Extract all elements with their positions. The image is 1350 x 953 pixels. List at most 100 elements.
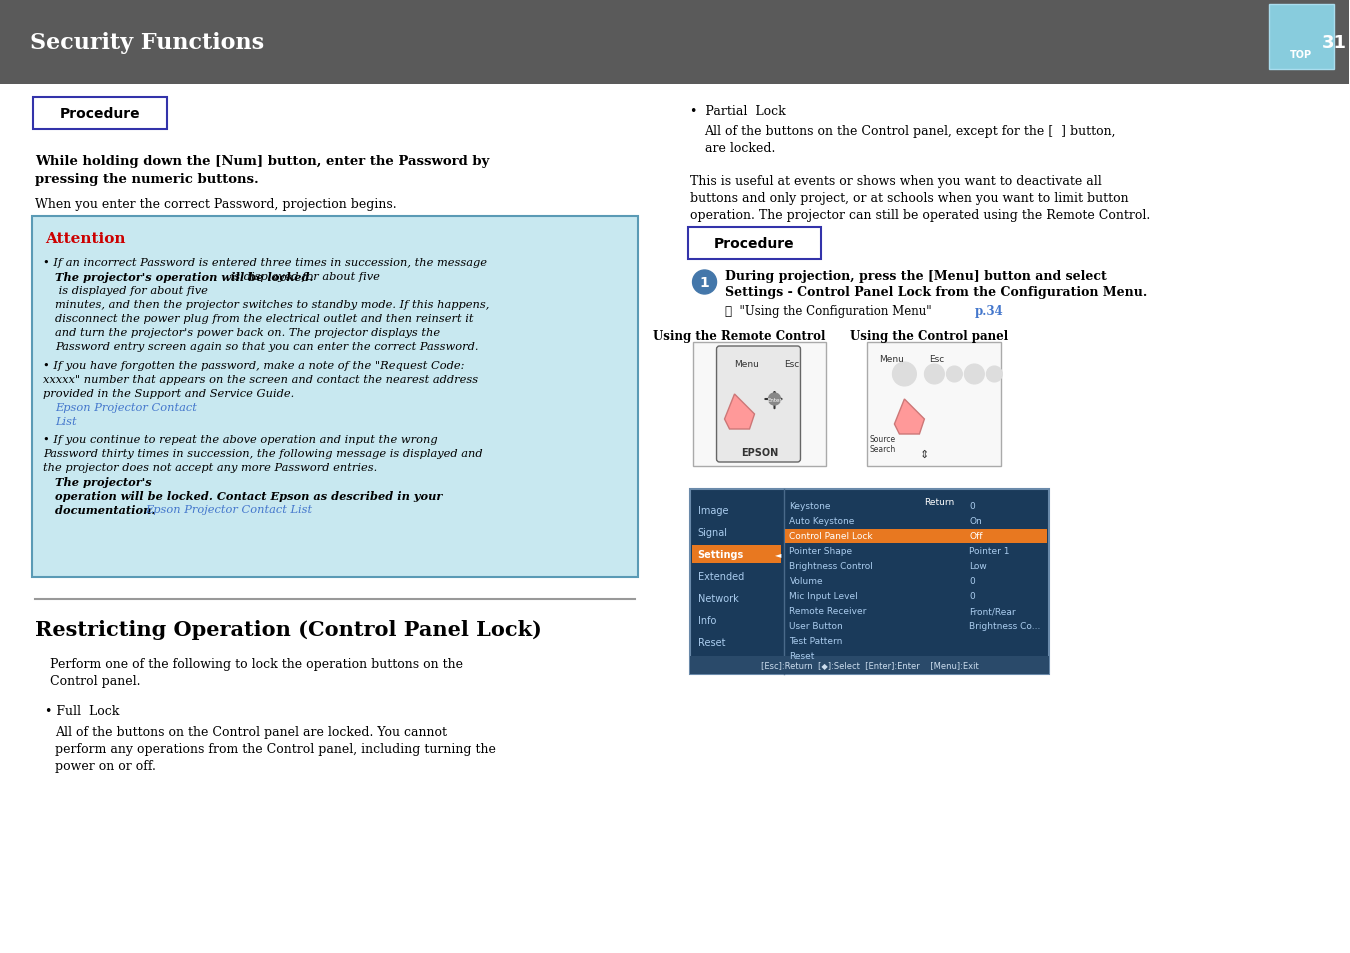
Text: ◄: ◄ — [775, 550, 782, 558]
Text: and turn the projector's power back on. The projector displays the: and turn the projector's power back on. … — [55, 328, 440, 337]
Text: provided in the Support and Service Guide.: provided in the Support and Service Guid… — [43, 389, 301, 398]
Text: Info: Info — [698, 616, 716, 625]
Text: Perform one of the following to lock the operation buttons on the: Perform one of the following to lock the… — [50, 658, 463, 670]
Text: This is useful at events or shows when you want to deactivate all: This is useful at events or shows when y… — [690, 174, 1102, 188]
Text: 0: 0 — [969, 502, 975, 511]
Text: Password entry screen again so that you can enter the correct Password.: Password entry screen again so that you … — [55, 341, 478, 352]
Text: Test Pattern: Test Pattern — [790, 637, 842, 646]
FancyBboxPatch shape — [32, 216, 637, 578]
Text: Auto Keystone: Auto Keystone — [790, 517, 855, 526]
Text: are locked.: are locked. — [705, 142, 775, 154]
Text: Control panel.: Control panel. — [50, 675, 140, 687]
Text: documentation.: documentation. — [55, 504, 163, 516]
Text: buttons and only project, or at schools when you want to limit button: buttons and only project, or at schools … — [690, 192, 1129, 205]
Text: power on or off.: power on or off. — [55, 760, 155, 772]
Text: Remote Receiver: Remote Receiver — [790, 607, 867, 616]
Circle shape — [964, 365, 984, 385]
Text: Image: Image — [698, 505, 728, 516]
FancyBboxPatch shape — [693, 343, 826, 467]
Text: pressing the numeric buttons.: pressing the numeric buttons. — [35, 172, 259, 186]
Text: User Button: User Button — [790, 622, 844, 631]
Polygon shape — [895, 399, 925, 435]
Text: disconnect the power plug from the electrical outlet and then reinsert it: disconnect the power plug from the elect… — [55, 314, 474, 324]
Text: Menu: Menu — [879, 355, 904, 364]
Text: Security Functions: Security Functions — [30, 32, 265, 54]
Text: Control Panel Lock: Control Panel Lock — [790, 532, 873, 541]
Text: Network: Network — [698, 594, 738, 603]
Text: Mic Input Level: Mic Input Level — [790, 592, 859, 601]
Text: Procedure: Procedure — [59, 107, 140, 121]
Text: • If an incorrect Password is entered three times in succession, the message: • If an incorrect Password is entered th… — [43, 257, 487, 268]
Text: perform any operations from the Control panel, including turning the: perform any operations from the Control … — [55, 742, 495, 755]
FancyBboxPatch shape — [690, 490, 1049, 675]
Text: is displayed for about five: is displayed for about five — [227, 272, 379, 282]
Text: Reset: Reset — [790, 652, 815, 660]
Text: Settings: Settings — [698, 550, 744, 559]
Text: Procedure: Procedure — [714, 236, 795, 251]
Circle shape — [892, 363, 917, 387]
Text: TOP: TOP — [1291, 50, 1312, 60]
Text: All of the buttons on the Control panel, except for the [  ] button,: All of the buttons on the Control panel,… — [705, 125, 1116, 138]
Text: • If you have forgotten the password, make a note of the "Request Code:: • If you have forgotten the password, ma… — [43, 360, 464, 371]
Circle shape — [925, 365, 945, 385]
Text: Keystone: Keystone — [790, 502, 832, 511]
Text: is displayed for about five: is displayed for about five — [55, 286, 208, 295]
Text: Volume: Volume — [790, 577, 824, 586]
Text: All of the buttons on the Control panel are locked. You cannot: All of the buttons on the Control panel … — [55, 725, 447, 739]
Text: •  Partial  Lock: • Partial Lock — [690, 105, 786, 118]
Text: Menu: Menu — [734, 359, 760, 369]
Text: Restricting Operation (Control Panel Lock): Restricting Operation (Control Panel Loc… — [35, 619, 541, 639]
Text: 1: 1 — [699, 275, 709, 290]
Circle shape — [693, 271, 717, 294]
Text: Extended: Extended — [698, 572, 744, 581]
FancyBboxPatch shape — [786, 530, 1048, 543]
Text: • If you continue to repeat the above operation and input the wrong: • If you continue to repeat the above op… — [43, 435, 437, 444]
FancyBboxPatch shape — [32, 98, 167, 130]
Text: • Full  Lock: • Full Lock — [45, 704, 119, 718]
Text: operation. The projector can still be operated using the Remote Control.: operation. The projector can still be op… — [690, 209, 1150, 222]
FancyBboxPatch shape — [690, 657, 1049, 675]
Text: Epson Projector Contact List: Epson Projector Contact List — [144, 504, 312, 515]
FancyBboxPatch shape — [687, 228, 821, 260]
Text: Enter: Enter — [767, 398, 782, 403]
Text: [Esc]:Return  [◆]:Select  [Enter]:Enter    [Menu]:Exit: [Esc]:Return [◆]:Select [Enter]:Enter [M… — [760, 660, 979, 670]
Text: ☛  "Using the Configuration Menu": ☛ "Using the Configuration Menu" — [725, 305, 938, 317]
Text: operation will be locked. Contact Epson as described in your: operation will be locked. Contact Epson … — [55, 491, 443, 501]
Text: When you enter the correct Password, projection begins.: When you enter the correct Password, pro… — [35, 198, 397, 211]
Text: Attention: Attention — [45, 232, 126, 246]
Text: Reset: Reset — [698, 638, 725, 647]
Text: minutes, and then the projector switches to standby mode. If this happens,: minutes, and then the projector switches… — [55, 299, 489, 310]
Text: While holding down the [Num] button, enter the Password by: While holding down the [Num] button, ent… — [35, 154, 489, 168]
FancyBboxPatch shape — [717, 347, 801, 462]
FancyBboxPatch shape — [691, 545, 782, 563]
Text: Low: Low — [969, 562, 987, 571]
Text: EPSON: EPSON — [741, 448, 778, 457]
Text: p.34: p.34 — [975, 305, 1003, 317]
FancyBboxPatch shape — [868, 343, 1002, 467]
Text: 0: 0 — [969, 577, 975, 586]
Text: Pointer Shape: Pointer Shape — [790, 547, 853, 556]
Text: Password thirty times in succession, the following message is displayed and: Password thirty times in succession, the… — [43, 449, 482, 458]
Circle shape — [987, 367, 1002, 382]
Text: The projector's: The projector's — [55, 476, 151, 488]
Text: Pointer 1: Pointer 1 — [969, 547, 1010, 556]
Text: Esc: Esc — [929, 355, 945, 364]
Polygon shape — [725, 395, 755, 430]
Text: Epson Projector Contact: Epson Projector Contact — [55, 402, 197, 413]
Text: Front/Rear: Front/Rear — [969, 607, 1017, 616]
Text: Using the Control panel: Using the Control panel — [850, 330, 1008, 343]
Text: Brightness Control: Brightness Control — [790, 562, 873, 571]
Text: Settings - Control Panel Lock from the Configuration Menu.: Settings - Control Panel Lock from the C… — [725, 286, 1146, 298]
Text: Signal: Signal — [698, 527, 728, 537]
Text: Brightness Co...: Brightness Co... — [969, 622, 1041, 631]
Circle shape — [946, 367, 963, 382]
Text: The projector's operation will be locked.: The projector's operation will be locked… — [55, 272, 313, 283]
Text: During projection, press the [Menu] button and select: During projection, press the [Menu] butt… — [725, 270, 1106, 283]
Text: Using the Remote Control: Using the Remote Control — [653, 330, 826, 343]
Text: Return: Return — [925, 497, 954, 506]
Text: Off: Off — [969, 532, 983, 541]
FancyBboxPatch shape — [1269, 5, 1334, 70]
Circle shape — [768, 394, 780, 406]
Text: 31: 31 — [1322, 34, 1347, 52]
Text: xxxxx" number that appears on the screen and contact the nearest address: xxxxx" number that appears on the screen… — [43, 375, 478, 385]
